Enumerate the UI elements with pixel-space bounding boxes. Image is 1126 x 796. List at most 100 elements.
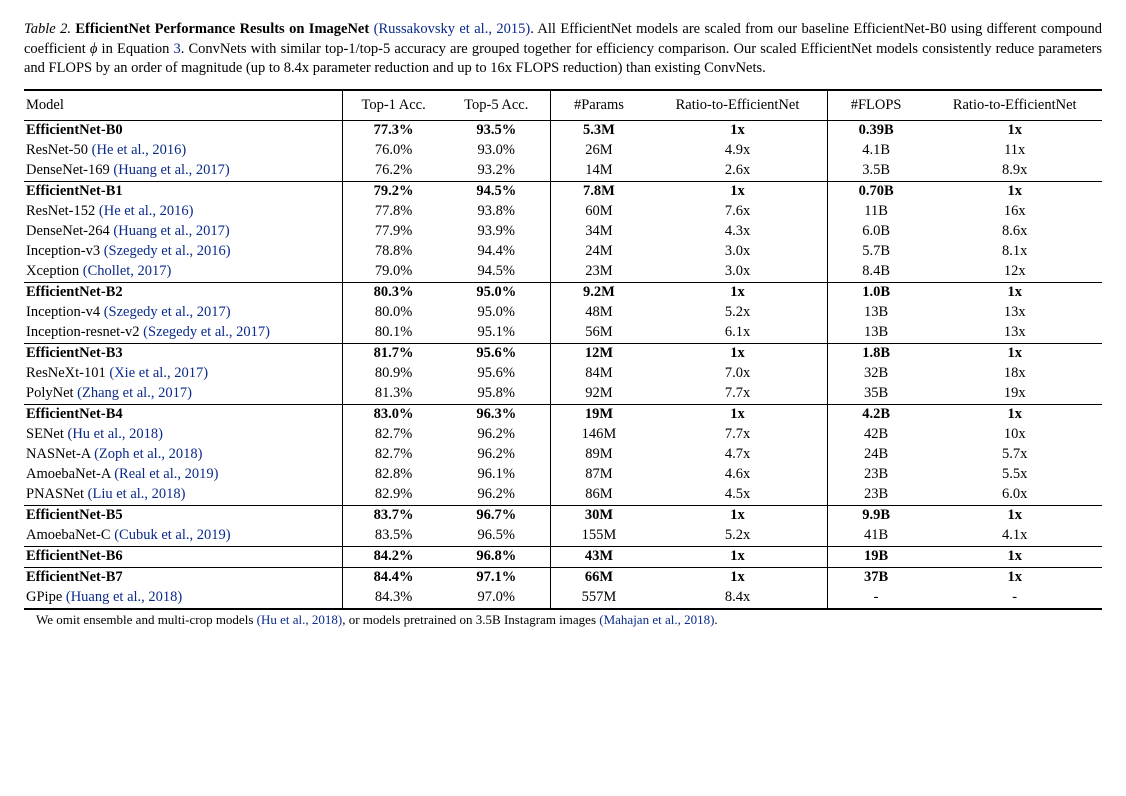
table-row: DenseNet-169 (Huang et al., 2017)76.2%93… xyxy=(24,161,1102,182)
col-pratio: Ratio-to-EfficientNet xyxy=(650,90,825,121)
cell-top5: 93.2% xyxy=(445,161,548,182)
citation-link[interactable]: (Liu et al., 2018) xyxy=(88,486,186,502)
cell-pratio: 4.5x xyxy=(650,485,825,506)
caption-text: . ConvNets with similar top-1/top-5 accu… xyxy=(24,41,1102,77)
cell-params: 24M xyxy=(548,242,651,262)
table-row: Xception (Chollet, 2017)79.0%94.5%23M3.0… xyxy=(24,262,1102,283)
cell-top5: 96.2% xyxy=(445,425,548,445)
citation-link[interactable]: (Szegedy et al., 2017) xyxy=(104,304,231,320)
cell-flops: 1.0B xyxy=(825,282,928,303)
cell-pratio: 5.2x xyxy=(650,303,825,323)
citation-link[interactable]: (Szegedy et al., 2016) xyxy=(104,243,231,259)
cell-model: ResNeXt-101 (Xie et al., 2017) xyxy=(24,364,342,384)
cell-fratio: 1x xyxy=(927,343,1102,364)
citation-link[interactable]: (Zoph et al., 2018) xyxy=(94,446,202,462)
cell-top5: 93.5% xyxy=(445,120,548,141)
cell-flops: 13B xyxy=(825,323,928,344)
cell-model: EfficientNet-B7 xyxy=(24,567,342,588)
cell-model: EfficientNet-B2 xyxy=(24,282,342,303)
citation-link[interactable]: (Hu et al., 2018) xyxy=(257,612,343,627)
cell-fratio: 1x xyxy=(927,120,1102,141)
model-name: EfficientNet-B4 xyxy=(26,406,123,422)
cell-top1: 82.9% xyxy=(342,485,445,506)
citation-link[interactable]: (Mahajan et al., 2018) xyxy=(599,612,714,627)
citation-link[interactable]: (Russakovsky et al., 2015) xyxy=(374,21,531,37)
cell-fratio: 13x xyxy=(927,303,1102,323)
model-name: EfficientNet-B2 xyxy=(26,284,123,300)
cell-top5: 97.1% xyxy=(445,567,548,588)
cell-top5: 96.2% xyxy=(445,445,548,465)
cell-flops: 9.9B xyxy=(825,505,928,526)
cell-flops: 1.8B xyxy=(825,343,928,364)
equation-ref-link[interactable]: 3 xyxy=(173,41,180,57)
cell-params: 23M xyxy=(548,262,651,283)
cell-top1: 77.3% xyxy=(342,120,445,141)
table-row: GPipe (Huang et al., 2018)84.3%97.0%557M… xyxy=(24,588,1102,609)
cell-top5: 95.1% xyxy=(445,323,548,344)
cell-model: NASNet-A (Zoph et al., 2018) xyxy=(24,445,342,465)
cell-model: EfficientNet-B4 xyxy=(24,404,342,425)
cell-params: 87M xyxy=(548,465,651,485)
cell-flops: 0.70B xyxy=(825,181,928,202)
model-name: EfficientNet-B5 xyxy=(26,507,123,523)
cell-fratio: 5.5x xyxy=(927,465,1102,485)
cell-top5: 93.0% xyxy=(445,141,548,161)
cell-model: GPipe (Huang et al., 2018) xyxy=(24,588,342,609)
cell-fratio: 1x xyxy=(927,546,1102,567)
cell-pratio: 1x xyxy=(650,567,825,588)
cell-params: 34M xyxy=(548,222,651,242)
col-model: Model xyxy=(24,90,342,121)
cell-top5: 96.3% xyxy=(445,404,548,425)
model-name: Xception xyxy=(26,263,83,279)
cell-fratio: 8.6x xyxy=(927,222,1102,242)
cell-pratio: 1x xyxy=(650,181,825,202)
model-name: NASNet-A xyxy=(26,446,94,462)
citation-link[interactable]: (Zhang et al., 2017) xyxy=(77,385,192,401)
citation-link[interactable]: (Cubuk et al., 2019) xyxy=(114,527,230,543)
citation-link[interactable]: (He et al., 2016) xyxy=(99,203,194,219)
col-flops: #FLOPS xyxy=(825,90,928,121)
cell-flops: - xyxy=(825,588,928,609)
col-params: #Params xyxy=(548,90,651,121)
caption-text: in Equation xyxy=(97,41,173,57)
cell-fratio: 11x xyxy=(927,141,1102,161)
cell-top5: 93.8% xyxy=(445,202,548,222)
cell-params: 9.2M xyxy=(548,282,651,303)
citation-link[interactable]: (Huang et al., 2018) xyxy=(66,589,182,605)
cell-flops: 32B xyxy=(825,364,928,384)
cell-pratio: 4.7x xyxy=(650,445,825,465)
cell-pratio: 1x xyxy=(650,546,825,567)
model-name: AmoebaNet-A xyxy=(26,466,114,482)
citation-link[interactable]: (Hu et al., 2018) xyxy=(67,426,162,442)
table-row: PNASNet (Liu et al., 2018)82.9%96.2%86M4… xyxy=(24,485,1102,506)
cell-top1: 83.0% xyxy=(342,404,445,425)
cell-flops: 6.0B xyxy=(825,222,928,242)
cell-flops: 0.39B xyxy=(825,120,928,141)
table-row: EfficientNet-B483.0%96.3%19M1x4.2B1x xyxy=(24,404,1102,425)
citation-link[interactable]: (He et al., 2016) xyxy=(92,142,187,158)
citation-link[interactable]: (Xie et al., 2017) xyxy=(109,365,208,381)
cell-model: ResNet-50 (He et al., 2016) xyxy=(24,141,342,161)
model-name: ResNet-152 xyxy=(26,203,99,219)
cell-top1: 83.7% xyxy=(342,505,445,526)
cell-model: Inception-v3 (Szegedy et al., 2016) xyxy=(24,242,342,262)
cell-top5: 96.7% xyxy=(445,505,548,526)
cell-top1: 81.3% xyxy=(342,384,445,405)
citation-link[interactable]: (Huang et al., 2017) xyxy=(113,223,229,239)
cell-top1: 80.0% xyxy=(342,303,445,323)
citation-link[interactable]: (Huang et al., 2017) xyxy=(113,162,229,178)
cell-fratio: 1x xyxy=(927,404,1102,425)
citation-link[interactable]: (Chollet, 2017) xyxy=(83,263,172,279)
citation-link[interactable]: (Szegedy et al., 2017) xyxy=(143,324,270,340)
cell-top5: 96.5% xyxy=(445,526,548,547)
cell-flops: 41B xyxy=(825,526,928,547)
col-top5: Top-5 Acc. xyxy=(445,90,548,121)
cell-top5: 96.8% xyxy=(445,546,548,567)
cell-top5: 95.8% xyxy=(445,384,548,405)
cell-top1: 80.9% xyxy=(342,364,445,384)
cell-top1: 76.0% xyxy=(342,141,445,161)
citation-link[interactable]: (Real et al., 2019) xyxy=(114,466,218,482)
cell-params: 557M xyxy=(548,588,651,609)
cell-model: Inception-v4 (Szegedy et al., 2017) xyxy=(24,303,342,323)
model-name: EfficientNet-B6 xyxy=(26,548,123,564)
